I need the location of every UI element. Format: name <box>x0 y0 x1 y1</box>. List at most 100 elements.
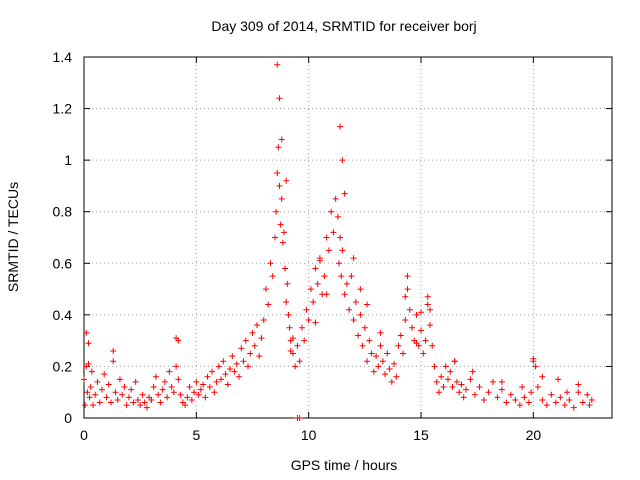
data-point <box>588 396 595 403</box>
data-point <box>175 376 182 383</box>
data-point <box>350 255 357 262</box>
data-point <box>586 402 593 409</box>
data-point <box>388 378 395 385</box>
data-point <box>245 363 252 370</box>
data-point <box>325 247 332 254</box>
data-point <box>460 394 467 401</box>
data-point <box>377 329 384 336</box>
data-point <box>119 391 126 398</box>
data-point <box>121 384 128 391</box>
data-point <box>521 394 528 401</box>
data-point <box>337 123 344 130</box>
y-tick-label: 1.2 <box>53 101 73 117</box>
data-point <box>193 378 200 385</box>
data-point <box>453 378 460 385</box>
data-point <box>339 247 346 254</box>
data-point <box>130 399 137 406</box>
data-point <box>564 389 571 396</box>
data-point <box>409 324 416 331</box>
data-point <box>400 350 407 357</box>
data-point <box>254 322 261 329</box>
data-point <box>277 221 284 228</box>
y-tick-label: 0.4 <box>53 307 73 323</box>
data-point <box>159 386 166 393</box>
y-tick-label: 0.8 <box>53 204 73 220</box>
data-point <box>384 350 391 357</box>
data-point <box>391 360 398 367</box>
data-point <box>357 311 364 318</box>
data-point <box>406 306 413 313</box>
data-point <box>231 368 238 375</box>
data-point <box>166 368 173 375</box>
data-point <box>285 311 292 318</box>
y-axis-label: SRMTID / TECUs <box>5 182 21 292</box>
data-point <box>301 337 308 344</box>
data-point <box>177 391 184 398</box>
data-point <box>184 394 191 401</box>
data-point <box>364 301 371 308</box>
data-point <box>103 394 110 401</box>
data-point <box>86 394 93 401</box>
data-point <box>462 386 469 393</box>
y-tick-label: 1.4 <box>53 49 73 65</box>
data-point <box>337 234 344 241</box>
data-point <box>343 280 350 287</box>
data-point <box>404 273 411 280</box>
data-point <box>137 402 144 409</box>
data-point <box>422 337 429 344</box>
data-point <box>395 342 402 349</box>
data-point <box>107 399 114 406</box>
data-point <box>82 402 89 409</box>
data-point <box>186 384 193 391</box>
data-point <box>516 402 523 409</box>
data-point <box>424 293 431 300</box>
data-point <box>215 363 222 370</box>
data-point <box>236 373 243 380</box>
plot-frame <box>83 56 613 419</box>
data-point <box>279 239 286 246</box>
data-point <box>330 229 337 236</box>
data-point <box>525 399 532 406</box>
data-point <box>286 324 293 331</box>
data-point <box>287 347 294 354</box>
data-point <box>346 306 353 313</box>
data-point <box>336 260 343 267</box>
data-point <box>125 394 132 401</box>
data-point <box>188 396 195 403</box>
data-point <box>402 293 409 300</box>
data-point <box>168 384 175 391</box>
data-point <box>467 376 474 383</box>
data-point <box>429 342 436 349</box>
axis-ticks <box>83 56 612 419</box>
data-point <box>110 347 117 354</box>
data-point <box>364 358 371 365</box>
data-point <box>197 386 204 393</box>
data-point <box>307 286 314 293</box>
data-point <box>305 317 312 324</box>
data-point <box>543 402 550 409</box>
data-point <box>579 399 586 406</box>
data-point <box>456 389 463 396</box>
data-point <box>249 329 256 336</box>
data-point <box>148 396 155 403</box>
data-point <box>471 391 478 398</box>
data-point <box>296 358 303 365</box>
data-point <box>433 378 440 385</box>
data-point <box>397 332 404 339</box>
data-point <box>195 391 202 398</box>
data-point <box>278 195 285 202</box>
data-point <box>150 384 157 391</box>
data-point <box>555 376 562 383</box>
data-points <box>81 61 595 421</box>
data-point <box>375 363 382 370</box>
data-point <box>532 363 539 370</box>
data-point <box>278 136 285 143</box>
data-point <box>200 381 207 388</box>
data-point <box>332 195 339 202</box>
data-point <box>539 373 546 380</box>
data-point <box>220 358 227 365</box>
data-point <box>328 208 335 215</box>
data-point <box>206 384 213 391</box>
y-tick-label: 0.2 <box>53 358 73 374</box>
data-point <box>334 213 341 220</box>
